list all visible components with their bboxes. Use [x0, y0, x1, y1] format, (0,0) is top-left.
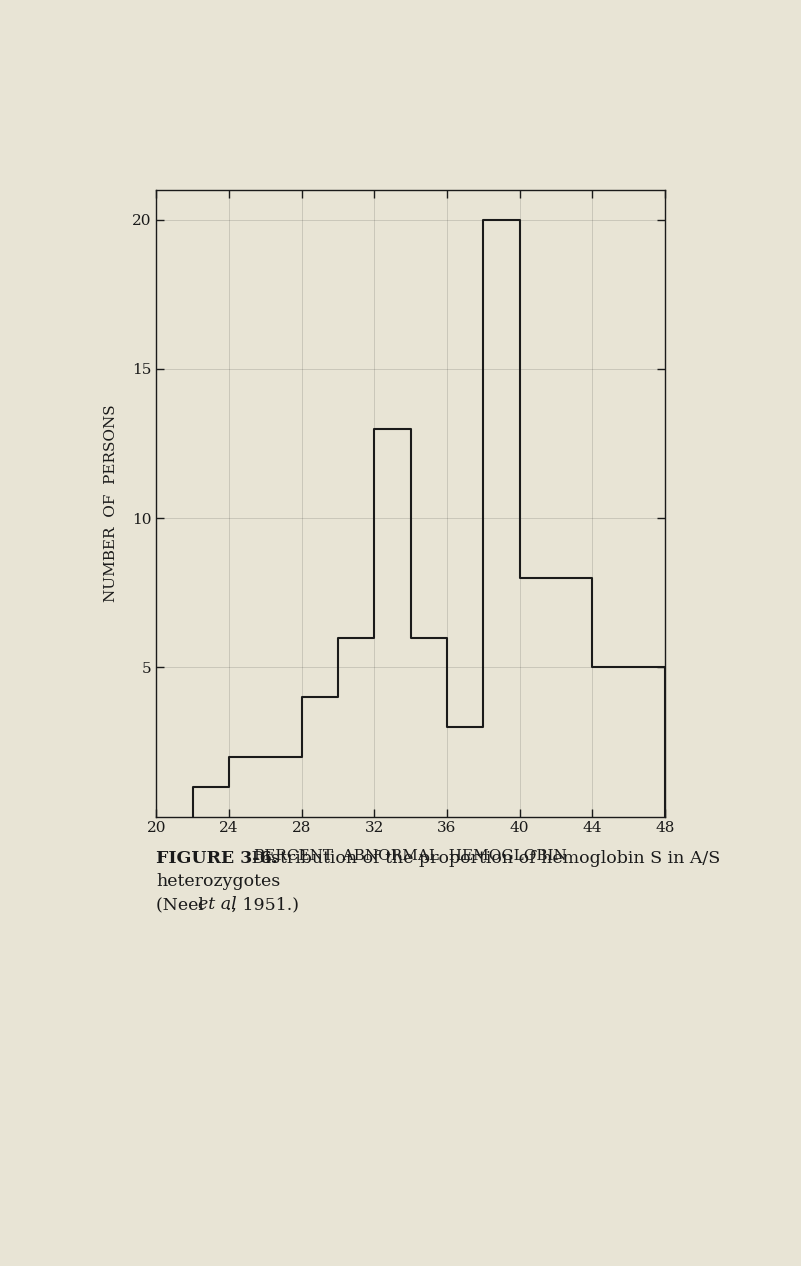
Text: Distribution of the proportion of hemoglobin S in A/S: Distribution of the proportion of hemogl…	[246, 851, 720, 867]
Y-axis label: NUMBER  OF  PERSONS: NUMBER OF PERSONS	[104, 404, 118, 603]
X-axis label: PERCENT  ABNORMAL  HEMOGLOBIN: PERCENT ABNORMAL HEMOGLOBIN	[254, 849, 567, 863]
Text: heterozygotes: heterozygotes	[156, 874, 280, 890]
Text: ., 1951.): ., 1951.)	[226, 896, 299, 913]
Text: et al: et al	[198, 896, 236, 913]
Text: FIGURE 3-6.: FIGURE 3-6.	[156, 851, 278, 867]
Text: (Neel: (Neel	[156, 896, 210, 913]
